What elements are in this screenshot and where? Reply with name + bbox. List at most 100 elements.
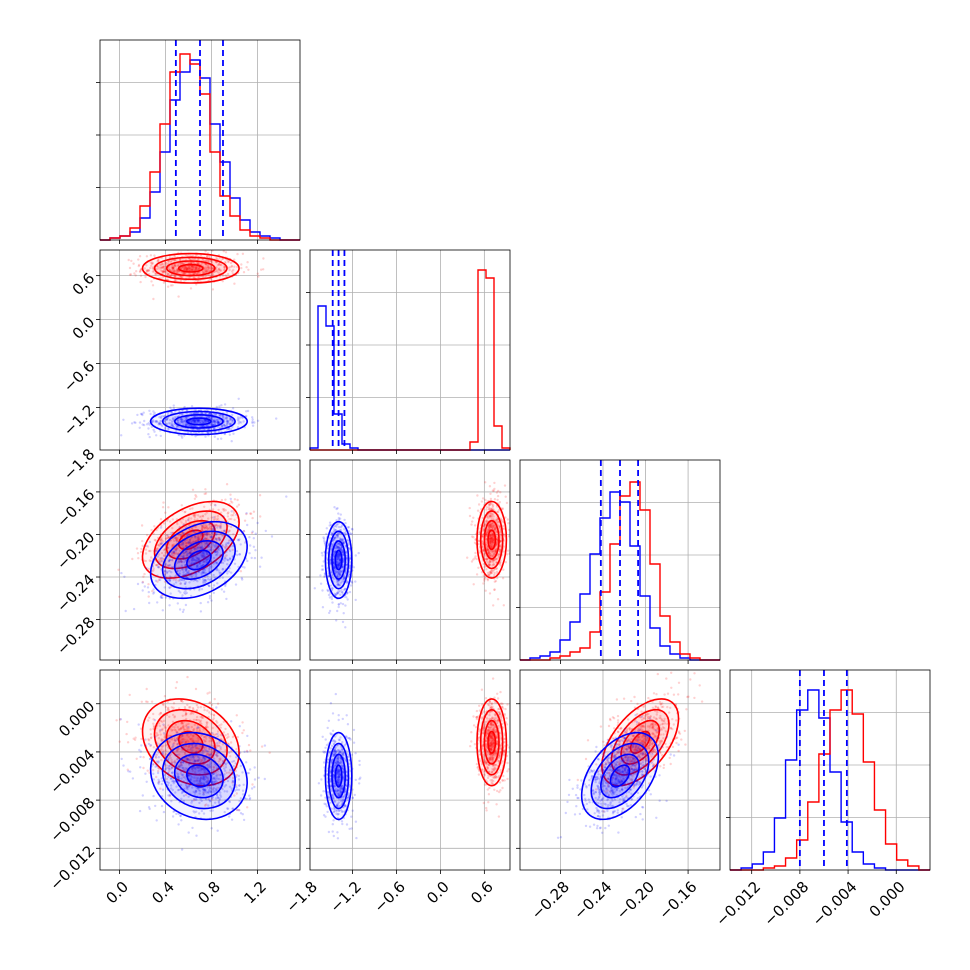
scatter-point: [494, 549, 497, 552]
scatter-point: [220, 437, 223, 440]
scatter-point: [488, 552, 491, 555]
scatter-point: [262, 257, 265, 260]
scatter-point: [342, 539, 345, 542]
scatter-point: [347, 526, 351, 529]
scatter-point: [242, 818, 246, 822]
scatter-point: [197, 570, 200, 573]
scatter-point: [150, 556, 153, 559]
scatter-point: [218, 524, 221, 527]
scatter-point: [224, 766, 228, 769]
density-contour: [141, 500, 240, 579]
scatter-point: [179, 761, 183, 764]
scatter-point: [195, 704, 199, 707]
scatter-point: [226, 733, 230, 736]
scatter-point: [218, 533, 221, 536]
scatter-point: [220, 588, 223, 591]
scatter-point: [209, 268, 213, 271]
scatter-point: [507, 522, 510, 525]
scatter-point: [191, 744, 194, 747]
scatter-point: [177, 579, 180, 582]
scatter-point: [151, 589, 154, 593]
scatter-point: [185, 725, 188, 728]
scatter-point: [196, 418, 200, 421]
scatter-point: [169, 578, 172, 581]
scatter-point: [184, 769, 187, 772]
scatter-point: [231, 413, 234, 417]
scatter-point: [330, 571, 334, 574]
scatter-point: [494, 551, 497, 554]
scatter-point: [195, 779, 198, 782]
scatter-point: [157, 422, 161, 425]
scatter-point: [187, 266, 191, 269]
scatter-point: [147, 269, 150, 272]
scatter-point: [487, 515, 490, 518]
scatter-point: [221, 576, 224, 579]
scatter-point: [164, 270, 167, 273]
scatter-point: [185, 786, 189, 789]
scatter-point: [214, 523, 218, 527]
scatter-point: [200, 551, 204, 555]
scatter-point: [344, 626, 347, 629]
scatter-point: [170, 761, 173, 764]
scatter-point: [185, 267, 189, 271]
scatter-point: [223, 773, 226, 776]
scatter-point: [496, 498, 499, 502]
scatter-point: [199, 777, 203, 780]
scatter-point: [181, 531, 184, 535]
scatter-point: [182, 543, 185, 546]
scatter-point: [207, 553, 210, 556]
scatter-point: [337, 561, 341, 565]
scatter-point: [196, 514, 200, 517]
scatter-point: [206, 543, 209, 546]
scatter-point: [212, 518, 216, 522]
scatter-point: [492, 550, 495, 553]
scatter-point: [229, 493, 232, 496]
scatter-point: [208, 597, 212, 600]
scatter-point: [162, 271, 165, 274]
scatter-point: [191, 755, 194, 758]
scatter-point: [219, 748, 222, 751]
scatter-point: [181, 262, 185, 265]
scatter-point: [188, 552, 191, 555]
scatter-point: [138, 421, 142, 424]
scatter-point: [159, 538, 162, 541]
scatter-point: [229, 417, 232, 420]
scatter-point: [338, 543, 341, 546]
scatter-point: [187, 831, 190, 834]
scatter-point: [216, 526, 219, 529]
scatter-point: [216, 517, 219, 520]
scatter-point: [215, 745, 218, 748]
scatter-point: [232, 432, 235, 435]
scatter-point: [224, 274, 227, 277]
scatter-point: [342, 579, 345, 582]
scatter-point: [156, 420, 159, 424]
scatter-point: [154, 563, 158, 567]
scatter-point: [193, 766, 196, 769]
scatter-point: [202, 556, 206, 559]
scatter-point: [202, 425, 205, 428]
scatter-point: [208, 549, 212, 552]
scatter-point: [230, 517, 233, 521]
scatter-point: [187, 420, 191, 423]
scatter-point: [489, 570, 493, 573]
scatter-point: [199, 546, 203, 550]
scatter-point: [206, 419, 210, 423]
scatter-point: [194, 268, 197, 271]
scatter-point: [485, 508, 488, 511]
scatter-point: [215, 550, 218, 553]
scatter-point: [198, 730, 201, 733]
scatter-point: [185, 549, 188, 552]
scatter-point: [160, 542, 163, 546]
scatter-point: [193, 760, 197, 763]
scatter-point: [472, 536, 475, 539]
histogram-panel-2: [516, 459, 721, 664]
scatter-point: [155, 819, 158, 822]
scatter-point: [190, 575, 194, 578]
scatter-point: [168, 256, 172, 259]
scatter-point: [205, 558, 208, 562]
scatter-point: [202, 425, 205, 428]
scatter-point: [213, 526, 216, 529]
scatter-point: [344, 531, 347, 535]
scatter-point: [192, 540, 195, 544]
scatter-point: [190, 711, 193, 715]
